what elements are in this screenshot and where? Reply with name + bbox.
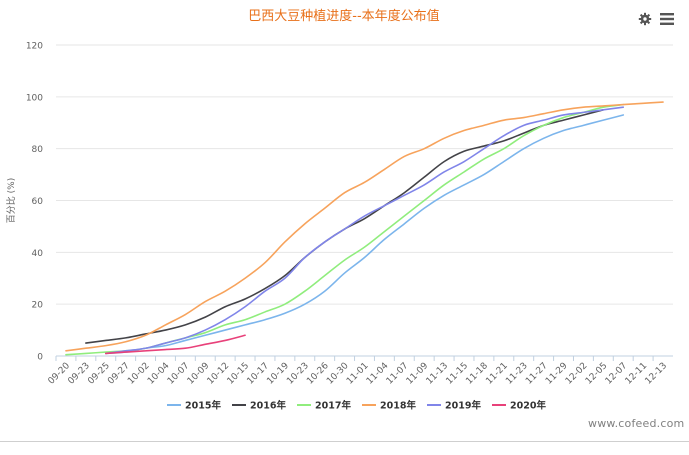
x-tick-label: 10-12 [206, 361, 232, 387]
x-tick-label: 10-23 [285, 361, 311, 387]
x-tick-label: 11-27 [524, 361, 550, 387]
y-tick-label: 80 [32, 145, 44, 155]
watermark: www.cofeed.com [588, 417, 685, 430]
x-tick-label: 10-07 [166, 361, 192, 387]
y-tick-label: 0 [37, 353, 43, 363]
x-tick-label: 09-25 [86, 361, 112, 387]
x-tick-label: 11-13 [425, 361, 451, 387]
y-tick-label: 120 [26, 42, 43, 52]
hamburger-menu-icon[interactable] [659, 12, 675, 26]
y-tick-label: 40 [32, 249, 44, 259]
x-tick-label: 12-05 [584, 361, 610, 387]
x-tick-label: 11-07 [385, 361, 411, 387]
gear-icon[interactable] [638, 12, 652, 26]
legend-item-label: 2015年 [185, 400, 221, 412]
y-tick-label: 60 [32, 197, 44, 207]
legend-item-label: 2016年 [250, 400, 286, 412]
x-tick-label: 09-27 [106, 361, 132, 387]
x-tick-label: 12-11 [624, 361, 650, 387]
x-tick-label: 12-13 [644, 361, 670, 387]
x-tick-label: 11-23 [504, 361, 530, 387]
y-axis-title: 百分比 (%) [5, 178, 17, 223]
series-line-2020年 [104, 334, 246, 355]
legend-item-label: 2017年 [315, 400, 351, 412]
y-tick-label: 20 [32, 301, 44, 311]
chart-title: 巴西大豆种植进度--本年度公布值 [248, 8, 439, 24]
legend-item-label: 2019年 [445, 400, 481, 412]
series-line-2018年 [65, 101, 664, 352]
series-line-2019年 [104, 106, 625, 355]
x-tick-label: 11-21 [484, 361, 510, 387]
legend-item-label: 2020年 [510, 400, 546, 412]
x-tick-label: 09-23 [66, 361, 92, 387]
series-line-2016年 [85, 108, 605, 344]
x-tick-label: 12-07 [604, 361, 630, 387]
y-tick-label: 100 [26, 93, 43, 103]
legend-item-label: 2018年 [380, 400, 416, 412]
x-tick-label: 12-02 [564, 361, 590, 387]
bottom-divider [0, 441, 689, 442]
series-line-2015年 [104, 114, 625, 355]
